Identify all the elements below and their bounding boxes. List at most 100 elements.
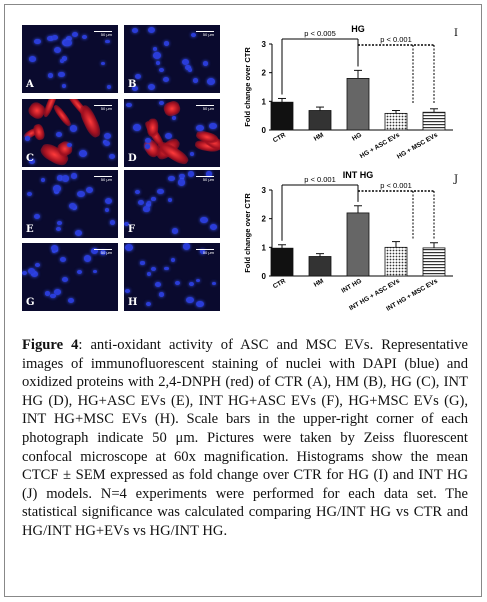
- nucleus: [61, 175, 70, 182]
- nucleus: [163, 76, 170, 83]
- nucleus: [90, 248, 98, 254]
- chart-title: HG: [351, 24, 365, 34]
- nucleus: [190, 33, 196, 38]
- nucleus: [64, 39, 72, 47]
- scale-bar-label: 50 μm: [202, 32, 214, 37]
- nucleus: [158, 292, 165, 297]
- category-label: INT HG: [340, 278, 363, 295]
- figure-frame: [4, 4, 482, 597]
- nucleus: [104, 208, 110, 213]
- nucleus: [145, 301, 151, 307]
- category-label: CTR: [272, 132, 287, 145]
- nucleus: [143, 206, 150, 212]
- nucleus: [84, 255, 92, 262]
- histogram-int-hg: INT HG J 0 1 2 3 Fold change over CTR CTR HM INT …: [236, 168, 468, 313]
- nucleus: [145, 202, 152, 207]
- nucleus: [125, 289, 130, 294]
- bar: [308, 256, 332, 277]
- nucleus: [58, 72, 65, 78]
- micrograph-panel: 50 μm D: [124, 99, 220, 167]
- scale-bar-label: 50 μm: [202, 106, 214, 111]
- scale-bar-label: 50 μm: [100, 106, 112, 111]
- scale-bar: [94, 31, 112, 32]
- micrograph-panel: 50 μm C: [22, 99, 118, 167]
- nucleus: [70, 173, 78, 179]
- nucleus: [66, 142, 73, 148]
- nucleus: [105, 197, 113, 204]
- micrograph-panel: 50 μm F: [124, 170, 220, 238]
- nucleus: [147, 200, 152, 205]
- scale-bar: [196, 105, 214, 106]
- nucleus: [159, 100, 164, 106]
- nucleus: [40, 178, 46, 182]
- stained-cell: [77, 102, 104, 140]
- bar: [270, 101, 294, 131]
- micrograph-panel: 50 μm H: [124, 243, 220, 311]
- micrograph-panel: 50 μm A: [22, 25, 118, 93]
- y-tick-label: 2: [262, 69, 267, 78]
- caption-text: : anti-oxidant activity of ASC and MSC E…: [22, 337, 468, 539]
- caption-heading: Figure 4: [22, 337, 79, 353]
- nucleus: [189, 282, 194, 287]
- bar: [422, 247, 446, 277]
- category-label: HG: [351, 132, 363, 143]
- nucleus: [199, 248, 206, 254]
- nucleus: [195, 278, 201, 283]
- nucleus: [57, 221, 62, 226]
- nucleus: [135, 74, 142, 80]
- nucleus: [77, 269, 83, 275]
- nucleus: [28, 55, 36, 62]
- y-tick-label: 0: [262, 126, 267, 135]
- micrograph-panel: 50 μm E: [22, 170, 118, 238]
- nucleus: [24, 136, 30, 141]
- scale-bar: [94, 249, 112, 250]
- nucleus: [59, 256, 66, 263]
- nucleus: [153, 47, 158, 51]
- bar: [270, 247, 294, 277]
- category-label: HM: [313, 132, 325, 143]
- nucleus: [51, 34, 58, 40]
- nucleus: [106, 85, 111, 89]
- nucleus: [177, 178, 186, 186]
- nucleus: [56, 227, 61, 232]
- nucleus: [85, 187, 93, 194]
- nucleus: [168, 175, 175, 182]
- nucleus: [185, 65, 191, 70]
- micrograph-label: H: [128, 297, 138, 308]
- scale-bar-label: 50 μm: [202, 177, 214, 182]
- nucleus: [44, 291, 51, 297]
- nucleus: [209, 122, 217, 130]
- y-tick-label: 2: [262, 215, 267, 224]
- category-label: HG + MSC EVs: [396, 131, 439, 160]
- nucleus: [99, 249, 106, 255]
- nucleus: [146, 272, 152, 277]
- nucleus: [69, 202, 77, 209]
- nucleus: [50, 244, 58, 251]
- nucleus: [53, 46, 61, 53]
- nucleus: [186, 296, 194, 304]
- nucleus: [195, 300, 204, 308]
- nucleus: [126, 102, 132, 108]
- nucleus: [172, 116, 177, 120]
- bar: [422, 111, 446, 131]
- nucleus: [210, 224, 218, 230]
- nucleus: [34, 38, 41, 45]
- nucleus: [157, 188, 164, 195]
- nucleus: [155, 282, 162, 288]
- scale-bar: [94, 105, 112, 106]
- chart-svg: INT HG J 0 1 2 3 Fold change over CTR CTR HM INT …: [243, 170, 458, 313]
- y-tick-label: 3: [262, 40, 267, 49]
- nucleus: [109, 220, 116, 226]
- scale-bar: [196, 31, 214, 32]
- nucleus: [109, 153, 115, 159]
- nucleus: [125, 244, 134, 252]
- panel-letter: I: [454, 28, 458, 39]
- nucleus: [165, 133, 172, 140]
- nucleus: [144, 144, 151, 149]
- significance-label: p < 0.005: [304, 29, 336, 38]
- histogram-hg: HG I 0 1 2 3 Fold change over CTR CTR HM HG HG + A…: [236, 22, 468, 167]
- nucleus: [196, 124, 205, 132]
- stained-cell: [31, 122, 46, 141]
- nucleus: [22, 270, 28, 276]
